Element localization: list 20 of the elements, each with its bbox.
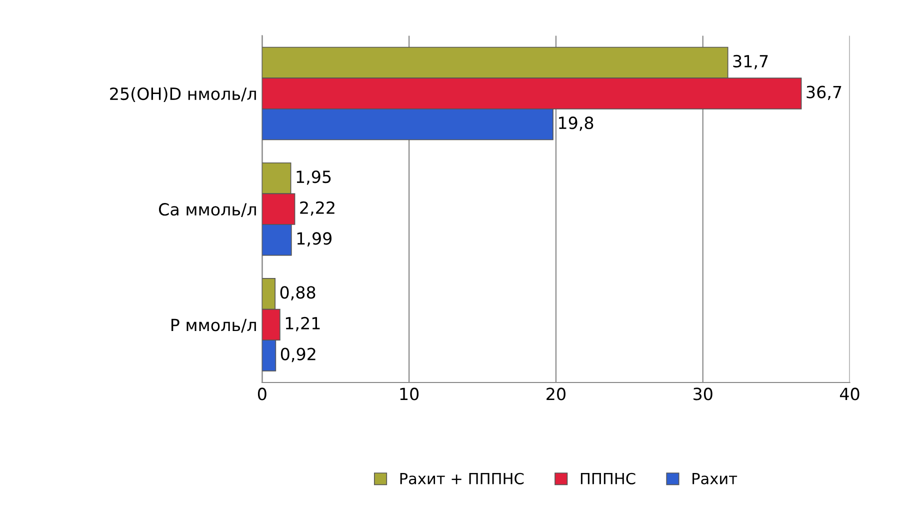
legend-label: Рахит + ПППНС: [400, 472, 524, 484]
x-tick-label: 20: [546, 388, 566, 400]
data-label: 1,99: [297, 232, 332, 246]
data-label: 1,21: [286, 316, 320, 332]
data-label: 31,7: [733, 54, 768, 70]
x-tick-label: 40: [840, 388, 860, 400]
data-label: 0,92: [280, 348, 316, 362]
x-tick-label: 0: [258, 388, 266, 400]
data-label: 36,7: [806, 86, 842, 100]
data-label: 2,22: [300, 201, 334, 216]
y-tick-label: P ммоль/л: [172, 318, 256, 333]
data-label: 0,88: [280, 286, 316, 300]
x-tick-label: 10: [400, 388, 419, 400]
legend-label: ПППНС: [580, 472, 636, 484]
x-tick-label: 30: [694, 388, 712, 400]
y-tick-label: Ca ммоль/л: [158, 203, 256, 217]
y-tick-label: 25(OH)D нмоль/л: [110, 87, 256, 102]
data-label: 19,8: [559, 116, 594, 131]
data-label: 1,95: [296, 170, 331, 185]
legend-label: Рахит: [692, 473, 738, 484]
